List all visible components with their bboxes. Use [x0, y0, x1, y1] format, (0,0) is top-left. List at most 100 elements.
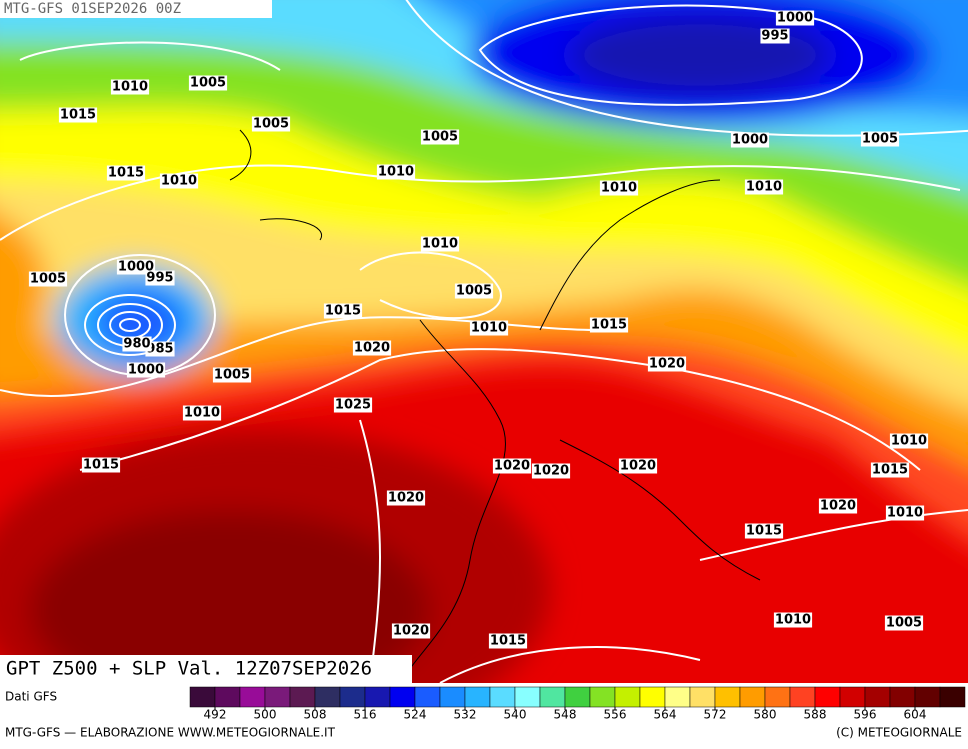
isobar-label: 1010: [891, 434, 927, 449]
isobar-label-bg: [492, 458, 532, 474]
isobar-label: 1015: [108, 166, 144, 181]
isobar-label-bg: [884, 615, 924, 631]
isobar-label-bg: [744, 179, 784, 195]
isobar-label-bg: [818, 498, 858, 514]
isobar-label-bg: [420, 236, 460, 252]
colorbar-box: [564, 686, 591, 708]
colorbar-box: [889, 686, 916, 708]
header-box: [0, 0, 272, 18]
isobar-label-bg: [647, 356, 687, 372]
isobar-label: 1000: [118, 260, 154, 275]
isobar-label: 1010: [184, 406, 220, 421]
colorbar-tick-label: 516: [354, 708, 377, 722]
isobar-label: 1010: [775, 613, 811, 628]
isobar-label-bg: [386, 490, 426, 506]
isobar-label: 1015: [746, 524, 782, 539]
isobar-label-bg: [589, 317, 629, 333]
colorbar-box: [914, 686, 941, 708]
colorbar: 492 500 508 516 524 532 540 548 556 564 572 580 588 5…: [189, 686, 966, 722]
footer-copyright: (C) METEOGIORNALE: [836, 726, 962, 740]
colorbar-box: [764, 686, 791, 708]
isobar-label-bg: [889, 433, 929, 449]
title-box: [0, 655, 412, 683]
isobar-label: 980: [123, 337, 150, 352]
isobar-label: 985: [146, 342, 173, 357]
isobar-label-bg: [58, 107, 98, 123]
colorbar-box: [414, 686, 441, 708]
colorbar-box: [589, 686, 616, 708]
isobar-label-bg: [775, 10, 815, 26]
colorbar-box: [239, 686, 266, 708]
isobar-label-bg: [885, 505, 925, 521]
isobar-label: 1010: [378, 165, 414, 180]
colorbar-tick-label: 500: [254, 708, 277, 722]
colorbar-box: [439, 686, 466, 708]
colorbar-tick-label: 596: [854, 708, 877, 722]
isobar-label-bg: [126, 362, 166, 378]
colorbar-box: [489, 686, 516, 708]
isobar-label: 1020: [533, 464, 569, 479]
colorbar-box: [739, 686, 766, 708]
isobar-label-bg: [110, 79, 150, 95]
colorbar-box: [839, 686, 866, 708]
colorbar-box: [339, 686, 366, 708]
isobar-label-bg: [81, 457, 121, 473]
isobar-label: 1000: [128, 363, 164, 378]
colorbar-tick-label: 540: [504, 708, 527, 722]
isobar-label: 1005: [253, 117, 289, 132]
isobar-label-bg: [469, 320, 509, 336]
isobar-label: 1020: [620, 459, 656, 474]
isobar-label: 1015: [591, 318, 627, 333]
colorbar-box: [814, 686, 841, 708]
colorbar-box: [189, 686, 216, 708]
isobar-label-bg: [188, 75, 228, 91]
run-header: MTG-GFS 01SEP2026 00Z: [4, 1, 181, 17]
isobar-label-bg: [420, 129, 460, 145]
isobar-label-bg: [106, 165, 146, 181]
colorbar-tick-label: 588: [804, 708, 827, 722]
isobar-label-bg: [352, 340, 392, 356]
colorbar-box: [364, 686, 391, 708]
data-source: Dati GFS: [5, 690, 57, 704]
isobar-label-bg: [730, 132, 770, 148]
isobar-label: 1010: [471, 321, 507, 336]
isobar-label-bg: [488, 633, 528, 649]
isobar-label: 1010: [601, 181, 637, 196]
isobar-label-bg: [773, 612, 813, 628]
isobar-label: 1015: [83, 458, 119, 473]
isobar-label: 1005: [422, 130, 458, 145]
colorbar-box: [289, 686, 316, 708]
colorbar-box: [939, 686, 966, 708]
footer-credit: MTG-GFS — ELABORAZIONE WWW.METEOGIORNALE…: [5, 726, 336, 740]
isobar-label-bg: [599, 180, 639, 196]
coastlines: [229, 129, 761, 683]
isobar-label: 1020: [393, 624, 429, 639]
isobar-label: 1020: [649, 357, 685, 372]
isobar-label: 1010: [746, 180, 782, 195]
isobar-label: 995: [146, 271, 173, 286]
isobar-label-bg: [145, 270, 175, 286]
isobar-label: 1010: [112, 80, 148, 95]
isobar-label-bg: [531, 463, 571, 479]
isobar-label: 1020: [820, 499, 856, 514]
isobar-label: 1015: [325, 304, 361, 319]
colorbar-box: [689, 686, 716, 708]
colorbar-box: [614, 686, 641, 708]
isobar-label: 995: [761, 29, 788, 44]
colorbar-box: [864, 686, 891, 708]
colorbar-tick-label: 524: [404, 708, 427, 722]
isobar-label: 1010: [887, 506, 923, 521]
map-title: GPT Z500 + SLP Val. 12Z07SEP2026: [6, 658, 372, 680]
isobar-label: 1005: [456, 284, 492, 299]
isobar-label: 1005: [190, 76, 226, 91]
isobar-label: 1000: [732, 133, 768, 148]
colorbar-box: [464, 686, 491, 708]
colorbar-box: [514, 686, 541, 708]
isobar-label-bg: [860, 131, 900, 147]
isobar-label-bg: [145, 341, 175, 357]
isobar-label-bg: [251, 116, 291, 132]
colorbar-tick-label: 556: [604, 708, 627, 722]
colorbar-box: [714, 686, 741, 708]
